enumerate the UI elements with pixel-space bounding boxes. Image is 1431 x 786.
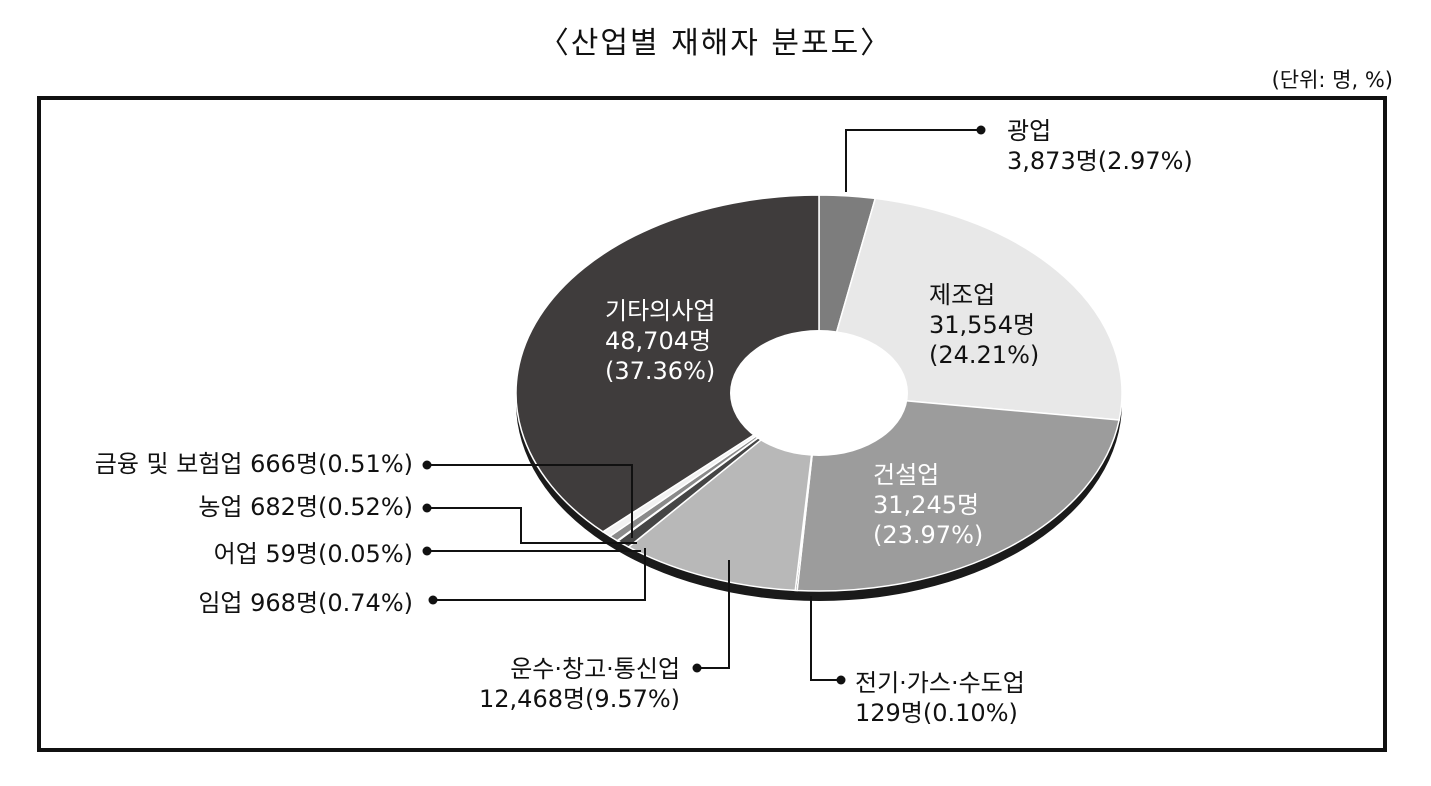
slice-count-construction: 31,245명: [873, 491, 980, 519]
chart-frame: 기타의사업 48,704명 (37.36%) 제조업 31,554명 (24.2…: [37, 96, 1387, 752]
slice-text-forestry: 임업 968명(0.74%): [198, 589, 413, 617]
slice-label-transport: 운수·창고·통신업 12,468명(9.57%): [479, 654, 680, 714]
leader-forestry: [433, 548, 646, 601]
slice-etc: [515, 194, 820, 533]
leader-mining: [845, 129, 981, 192]
slice-label-finance: 금융 및 보험업 666명(0.51%): [95, 449, 413, 479]
leader-finance-dot: [422, 460, 432, 470]
slice-label-etc: 기타의사업 48,704명 (37.36%): [605, 296, 715, 386]
leader-mining-dot: [976, 125, 986, 135]
slice-text-finance: 금융 및 보험업 666명(0.51%): [94, 450, 413, 478]
slice-label-manufacturing: 제조업 31,554명 (24.21%): [929, 280, 1039, 370]
slice-label-forestry: 임업 968명(0.74%): [198, 588, 413, 618]
slice-name-etc: 기타의사업: [605, 297, 716, 325]
unit-label: (단위: 명, %): [1271, 68, 1393, 92]
slice-count-manufacturing: 31,554명: [929, 311, 1036, 339]
leader-fishery-dot: [422, 546, 432, 556]
slice-count-etc: 48,704명: [605, 327, 712, 355]
leader-finance: [427, 464, 633, 538]
slice-name-transport: 운수·창고·통신업: [510, 655, 681, 683]
slice-construction: [796, 392, 1121, 592]
slice-count-transport: 12,468명(9.57%): [479, 685, 681, 713]
slice-text-agriculture: 농업 682명(0.52%): [198, 493, 413, 521]
slice-name-construction: 건설업: [873, 461, 940, 489]
chart-title: 〈산업별 재해자 분포도〉: [538, 26, 893, 61]
slice-name-utilities: 전기·가스·수도업: [855, 669, 1025, 697]
slice-label-utilities: 전기·가스·수도업 129명(0.10%): [855, 668, 1025, 728]
leader-agriculture-dot: [422, 503, 432, 513]
slice-percent-construction: (23.97%): [873, 521, 984, 549]
slice-percent-etc: (37.36%): [605, 357, 716, 385]
leader-agriculture: [427, 507, 637, 544]
slice-text-fishery: 어업 59명(0.05%): [213, 540, 413, 568]
donut-hole: [730, 330, 908, 456]
leader-utilities: [810, 596, 841, 681]
slice-name-manufacturing: 제조업: [929, 281, 996, 309]
slice-name-mining: 광업: [1007, 117, 1052, 145]
leader-transport-dot: [692, 663, 702, 673]
slice-label-construction: 건설업 31,245명 (23.97%): [873, 460, 983, 550]
slice-percent-manufacturing: (24.21%): [929, 341, 1040, 369]
slice-label-fishery: 어업 59명(0.05%): [214, 539, 413, 569]
slice-label-mining: 광업 3,873명(2.97%): [1007, 116, 1193, 176]
leader-transport: [697, 560, 730, 669]
slice-count-mining: 3,873명(2.97%): [1007, 147, 1193, 175]
donut-chart: [422, 125, 1123, 685]
leader-forestry-dot: [428, 595, 438, 605]
leader-lines: [422, 125, 986, 685]
slice-label-agriculture: 농업 682명(0.52%): [198, 492, 413, 522]
slice-count-utilities: 129명(0.10%): [855, 699, 1018, 727]
leader-utilities-dot: [836, 675, 846, 685]
